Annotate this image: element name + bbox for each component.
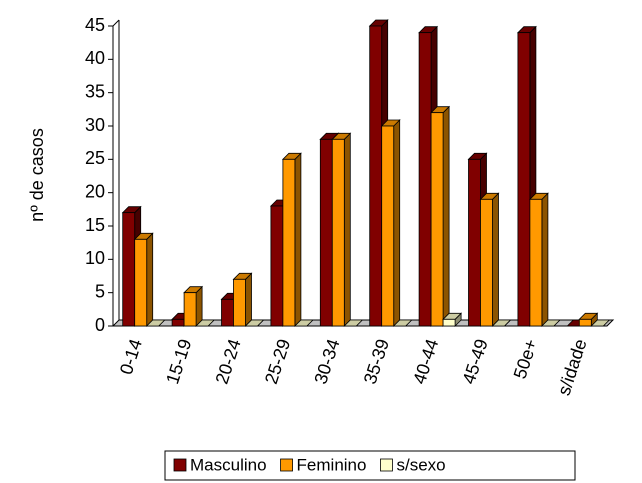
bar-side xyxy=(343,132,351,327)
bar-front xyxy=(529,198,543,327)
bar xyxy=(244,319,265,327)
legend-label: Feminino xyxy=(297,455,367,474)
bar xyxy=(578,312,599,327)
bar-top xyxy=(343,319,364,327)
bar xyxy=(281,152,302,327)
bar-side xyxy=(195,285,203,327)
legend-swatch xyxy=(173,458,187,472)
y-tick-label: 35 xyxy=(85,81,105,101)
bar xyxy=(183,285,204,327)
bar xyxy=(442,312,463,327)
bar-side xyxy=(393,119,401,327)
bar-top xyxy=(491,319,512,327)
y-tick-label: 45 xyxy=(85,15,105,35)
bar xyxy=(590,319,611,327)
bar-front xyxy=(418,32,432,327)
x-tick-label: 15-19 xyxy=(162,337,195,387)
bar-front xyxy=(171,318,185,327)
x-tick-label: 20-24 xyxy=(212,337,245,387)
bar-front xyxy=(468,158,481,327)
bar-front xyxy=(480,198,493,327)
bar-side xyxy=(146,232,154,327)
bar-top xyxy=(392,319,413,327)
bar xyxy=(232,272,253,327)
y-tick-label: 40 xyxy=(85,48,105,68)
bar-front xyxy=(331,138,345,327)
bar xyxy=(540,319,561,327)
bar-side xyxy=(294,152,302,327)
bar xyxy=(430,105,451,327)
y-tick-label: 15 xyxy=(85,215,105,235)
bar-front xyxy=(517,32,531,327)
bar-front xyxy=(183,292,197,327)
bar-front xyxy=(442,318,456,327)
bar xyxy=(380,119,401,327)
bar-top xyxy=(540,319,561,327)
bar-top xyxy=(195,319,216,327)
y-tick-label: 30 xyxy=(85,115,105,135)
bar-front xyxy=(319,138,333,327)
bar xyxy=(133,232,154,327)
x-tick-label: 35-39 xyxy=(360,337,393,387)
bar-front xyxy=(369,25,383,327)
y-axis-label: nº de casos xyxy=(27,128,47,222)
bar-front xyxy=(122,212,136,327)
bar xyxy=(331,132,352,327)
x-tick-label: 40-44 xyxy=(409,337,442,387)
bar xyxy=(195,319,216,327)
y-tick-label: 20 xyxy=(85,181,105,201)
y-tick-label: 10 xyxy=(85,248,105,268)
x-tick-label: 45-49 xyxy=(459,337,492,387)
bar-side xyxy=(492,192,499,327)
bar-front xyxy=(233,278,246,327)
bar-side xyxy=(541,192,549,327)
bar-top xyxy=(145,319,166,327)
legend-label: s/sexo xyxy=(396,455,445,474)
x-tick-label: 50e+ xyxy=(510,337,542,382)
bar xyxy=(343,319,364,327)
legend-swatch xyxy=(280,458,293,472)
bar xyxy=(528,192,549,327)
y-tick-label: 5 xyxy=(95,281,105,301)
x-tick-label: s/idade xyxy=(554,337,591,398)
bar-top xyxy=(244,319,265,327)
bar xyxy=(491,319,512,327)
legend-label: Masculino xyxy=(190,455,267,474)
x-tick-label: 25-29 xyxy=(261,337,294,387)
bar xyxy=(293,319,314,327)
bar-side xyxy=(245,272,252,327)
bar-front xyxy=(282,158,296,327)
legend-box xyxy=(164,450,576,481)
bar-front xyxy=(430,112,444,327)
legend-swatch xyxy=(380,458,393,472)
bar xyxy=(479,192,500,327)
x-tick-label: 30-34 xyxy=(310,337,343,387)
bar-top xyxy=(293,319,314,327)
bar-front xyxy=(578,318,592,327)
bar xyxy=(145,319,166,327)
bar-side xyxy=(442,105,450,327)
bar-front xyxy=(270,205,284,327)
bar xyxy=(392,319,413,327)
y-tick-label: 0 xyxy=(95,315,105,335)
y-tick-label: 25 xyxy=(85,148,105,168)
bar-front xyxy=(381,125,395,327)
bar-front xyxy=(134,238,148,327)
y-axis-cap xyxy=(112,19,120,27)
x-tick-label: 0-14 xyxy=(116,337,146,377)
bar-top xyxy=(590,319,611,327)
bar-front xyxy=(221,298,234,327)
